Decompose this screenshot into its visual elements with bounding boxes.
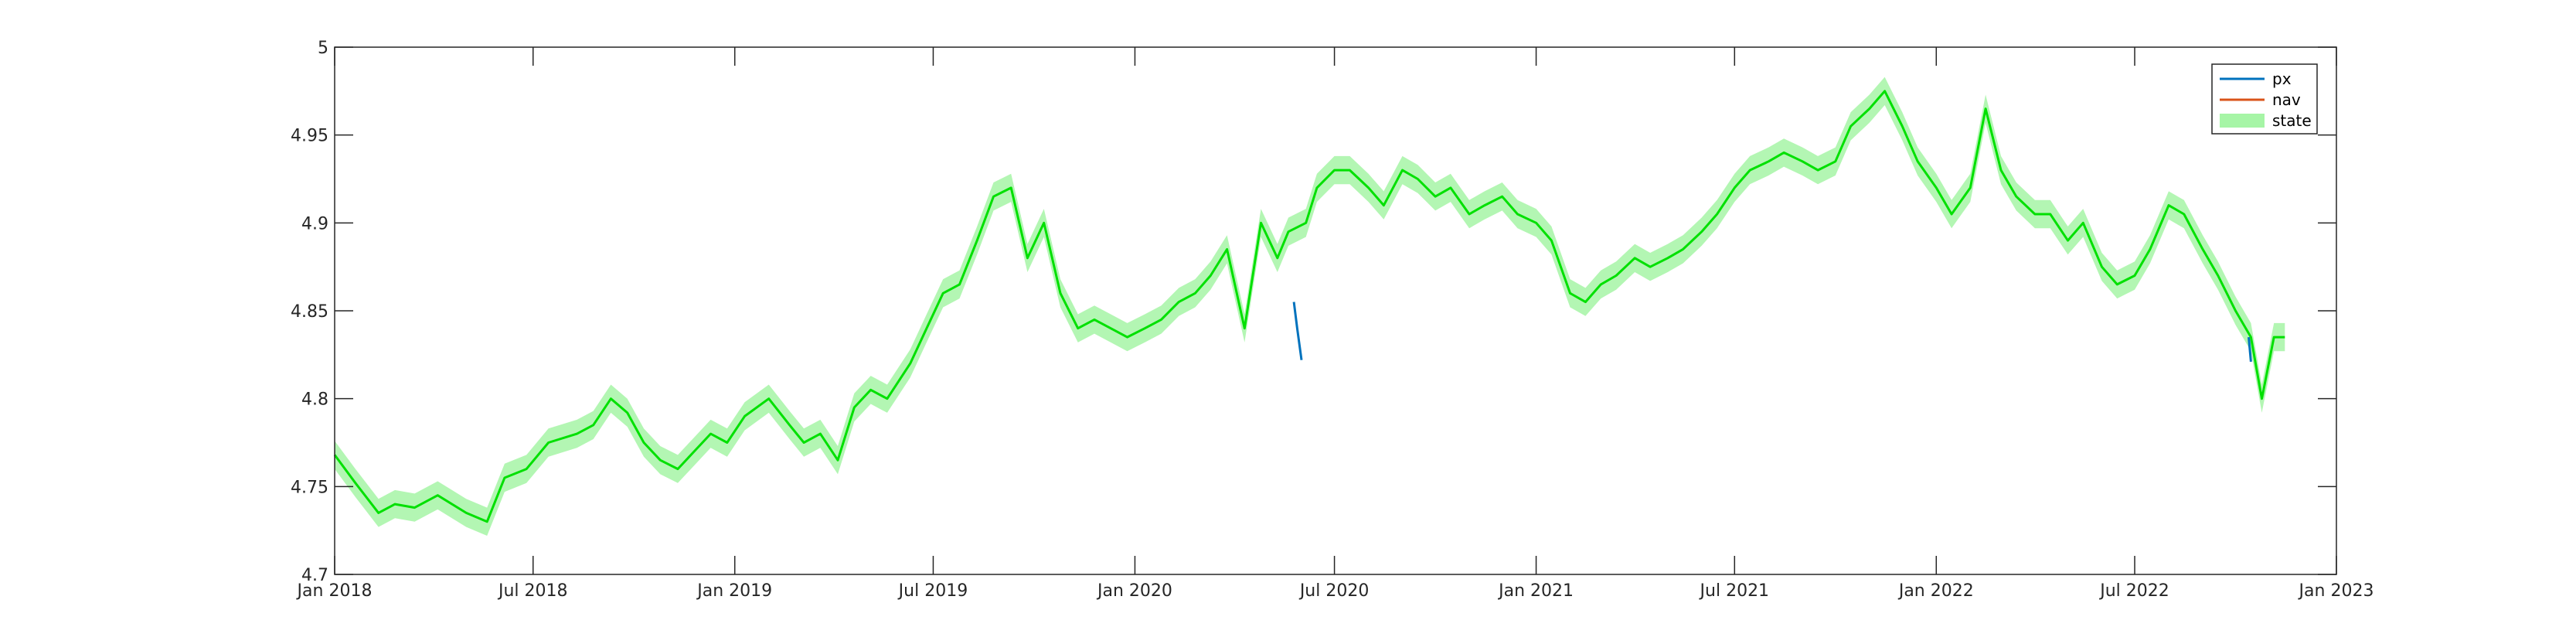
x-tick-label: Jan 2022 [1897,581,1974,601]
x-tick-label: Jan 2021 [1497,581,1574,601]
px-line [1292,302,1303,360]
y-tick-label: 4.95 [291,127,328,146]
legend-label-nav: nav [2272,90,2301,109]
y-tick-label: 4.85 [291,302,328,322]
y-tick-label: 4.75 [291,478,328,497]
x-tick-label: Jan 2020 [1096,581,1172,601]
x-tick-label: Jul 2019 [897,581,968,601]
x-tick-label: Jul 2022 [2098,581,2169,601]
state-line [333,90,2285,523]
x-axis: Jan 2018 Jul 2018 Jan 2019 Jul 2019 Jan 2020… [296,47,2374,601]
plot-background [335,47,2336,574]
legend-label-state: state [2272,111,2312,130]
x-tick-label: Jan 2023 [2298,581,2374,601]
y-axis: 4.7 4.75 4.8 4.85 4.9 4.95 5 [291,39,2336,585]
x-tick-label: Jul 2018 [497,581,568,601]
px-line-2 [2248,336,2252,363]
series-layer [333,77,2285,537]
legend-label-px: px [2272,70,2292,88]
y-tick-label: 4.9 [301,214,328,233]
x-tick-label: Jan 2018 [296,581,373,601]
x-tick-label: Jan 2019 [696,581,772,601]
legend-swatch-state [2220,114,2265,128]
x-tick-label: Jul 2020 [1298,581,1370,601]
y-tick-label: 4.7 [301,566,328,585]
y-tick-label: 4.8 [301,390,328,410]
legend: px nav state [2211,63,2318,135]
x-tick-label: Jul 2021 [1699,581,1770,601]
y-tick-label: 5 [318,39,328,58]
